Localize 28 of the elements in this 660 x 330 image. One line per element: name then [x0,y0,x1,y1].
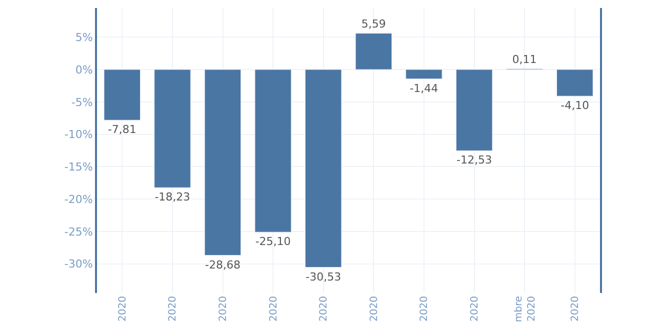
x-tick-label: 2020 [268,296,280,322]
data-label: -25,10 [255,235,291,248]
y-tick-label: 0% [75,63,93,76]
data-label: -12,53 [456,154,492,167]
x-tick-label: 2020 [470,296,480,322]
data-label: -30,53 [306,270,342,284]
data-label: -7,81 [108,123,136,136]
data-label: 5,59 [361,17,386,30]
data-label: -28,68 [205,258,240,272]
data-label: 0,11 [512,52,537,66]
x-tick-label: 2020 [570,296,582,322]
y-tick-label: -5% [71,96,93,109]
y-tick-label: -10% [64,128,93,142]
data-label: -18,23 [154,190,190,204]
y-tick-label: 5% [75,31,93,44]
x-tick-label: 2020 [218,296,229,322]
y-tick-label: -15% [64,160,93,174]
x-tick-label: 2020 [419,296,430,322]
data-label: -1,44 [410,82,438,95]
data-label: -4,10 [560,99,590,112]
x-tick-label: 2020 [168,296,179,322]
x-tick-label: 2020 [117,296,128,322]
y-tick-label: -20% [64,192,93,206]
x-tick-label: 2020 [368,296,380,322]
y-tick-label: -30% [64,258,93,271]
x-tick-label: mbre 2020 [513,296,538,322]
x-tick-label: 2020 [318,296,330,322]
y-tick-label: -25% [64,225,93,238]
